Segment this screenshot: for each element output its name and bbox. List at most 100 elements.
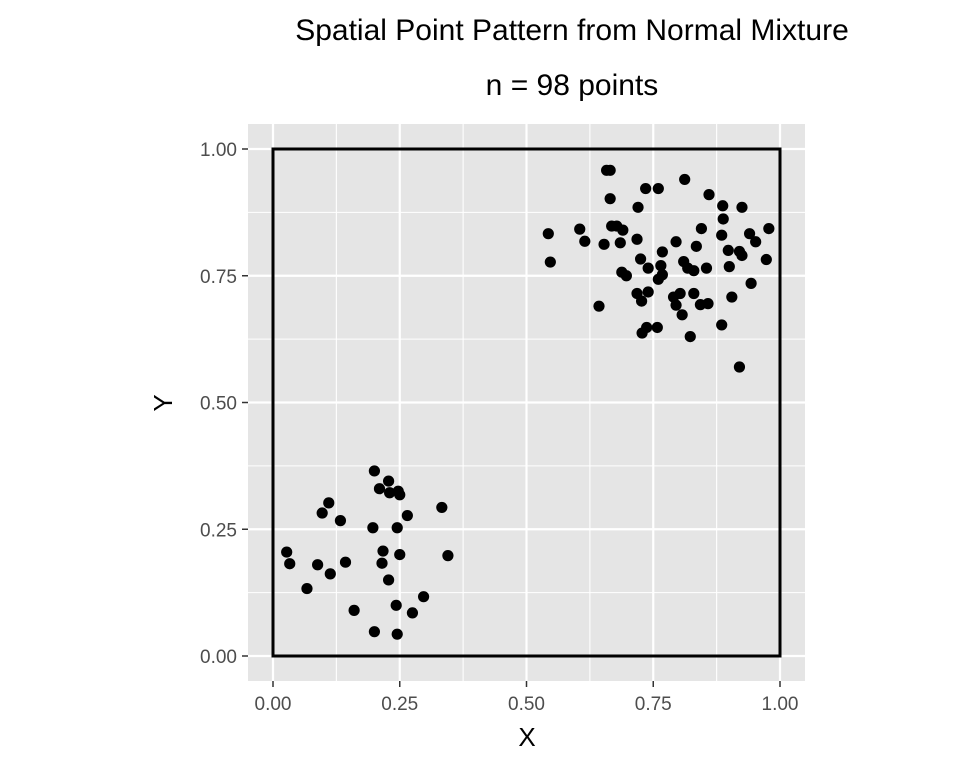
data-point — [339, 556, 352, 568]
data-point — [382, 475, 395, 487]
data-point — [632, 201, 644, 213]
data-point — [679, 173, 691, 186]
data-point — [406, 607, 419, 619]
data-point — [733, 361, 746, 373]
data-point — [544, 256, 556, 268]
data-point — [652, 182, 664, 195]
data-point — [700, 262, 713, 274]
y-axis-ticks: 0.00 0.25 0.50 0.75 1.00 — [200, 140, 248, 668]
data-point — [316, 507, 328, 519]
data-point — [417, 591, 430, 603]
data-point — [651, 321, 663, 334]
data-point — [684, 330, 696, 343]
data-point — [604, 164, 616, 176]
data-point — [745, 277, 757, 289]
data-point — [736, 249, 748, 262]
data-point — [301, 582, 313, 595]
data-point — [281, 546, 293, 558]
data-point — [391, 522, 403, 534]
data-point — [642, 262, 654, 274]
data-point — [722, 244, 734, 256]
data-point — [390, 599, 402, 611]
data-point — [614, 237, 626, 249]
y-tick-label: 0.00 — [200, 647, 237, 668]
data-point — [377, 545, 389, 557]
data-point — [723, 261, 735, 273]
y-axis-title: Y — [148, 394, 178, 411]
data-point — [436, 501, 448, 514]
data-point — [574, 223, 586, 235]
data-point — [670, 299, 682, 311]
data-point — [750, 236, 762, 248]
data-point — [604, 193, 616, 205]
y-tick-label: 0.25 — [200, 520, 237, 541]
data-point — [631, 233, 643, 245]
x-tick-label: 1.00 — [762, 694, 799, 715]
data-point — [655, 260, 667, 272]
data-point — [384, 487, 396, 499]
window-boundary — [271, 147, 782, 658]
data-point — [640, 182, 652, 195]
data-point — [688, 265, 700, 277]
x-axis-ticks: 0.00 0.25 0.50 0.75 1.00 — [255, 681, 799, 715]
data-point — [394, 489, 406, 501]
data-point — [382, 574, 395, 586]
data-point — [642, 286, 654, 298]
data-point — [635, 295, 648, 307]
data-point — [656, 246, 668, 258]
data-point — [702, 298, 714, 310]
data-points — [281, 164, 775, 640]
data-point — [636, 327, 648, 339]
data-point — [442, 550, 454, 562]
data-point — [716, 229, 728, 241]
y-tick-label: 0.50 — [200, 394, 237, 415]
data-point — [376, 557, 388, 569]
x-tick-label: 0.00 — [255, 694, 292, 715]
data-point — [716, 319, 728, 331]
data-point — [690, 240, 702, 252]
data-point — [323, 497, 335, 509]
data-point — [676, 309, 688, 321]
data-point — [670, 236, 682, 248]
data-point — [334, 515, 347, 527]
data-point — [394, 549, 406, 561]
y-tick-label: 1.00 — [200, 140, 237, 161]
x-tick-label: 0.75 — [635, 694, 672, 715]
chart-title: Spatial Point Pattern from Normal Mixtur… — [295, 14, 849, 47]
data-point — [579, 235, 591, 247]
data-point — [736, 201, 748, 213]
data-point — [743, 228, 756, 240]
data-point — [542, 228, 554, 240]
x-tick-label: 0.25 — [381, 694, 418, 715]
data-point — [620, 270, 632, 282]
data-point — [312, 559, 324, 571]
data-point — [367, 522, 379, 534]
data-point — [674, 287, 686, 300]
observation-window — [271, 147, 782, 658]
data-point — [634, 253, 647, 265]
data-point — [391, 628, 403, 640]
data-point — [284, 558, 296, 570]
data-point — [703, 189, 715, 201]
x-tick-label: 0.50 — [508, 694, 545, 715]
data-point — [348, 604, 360, 616]
data-point — [611, 220, 623, 232]
data-point — [652, 273, 664, 285]
data-point — [593, 300, 605, 312]
data-point — [763, 222, 775, 235]
data-point — [695, 222, 708, 235]
y-tick-label: 0.75 — [200, 267, 237, 288]
data-point — [368, 626, 380, 638]
data-point — [688, 287, 700, 300]
data-point — [324, 568, 336, 580]
data-point — [760, 253, 772, 266]
data-point — [373, 483, 386, 495]
chart-subtitle: n = 98 points — [486, 69, 659, 102]
data-point — [401, 509, 413, 522]
x-axis-title: X — [518, 722, 535, 752]
data-point — [717, 200, 729, 212]
data-point — [717, 213, 729, 225]
data-point — [368, 465, 380, 477]
data-point — [726, 291, 738, 303]
